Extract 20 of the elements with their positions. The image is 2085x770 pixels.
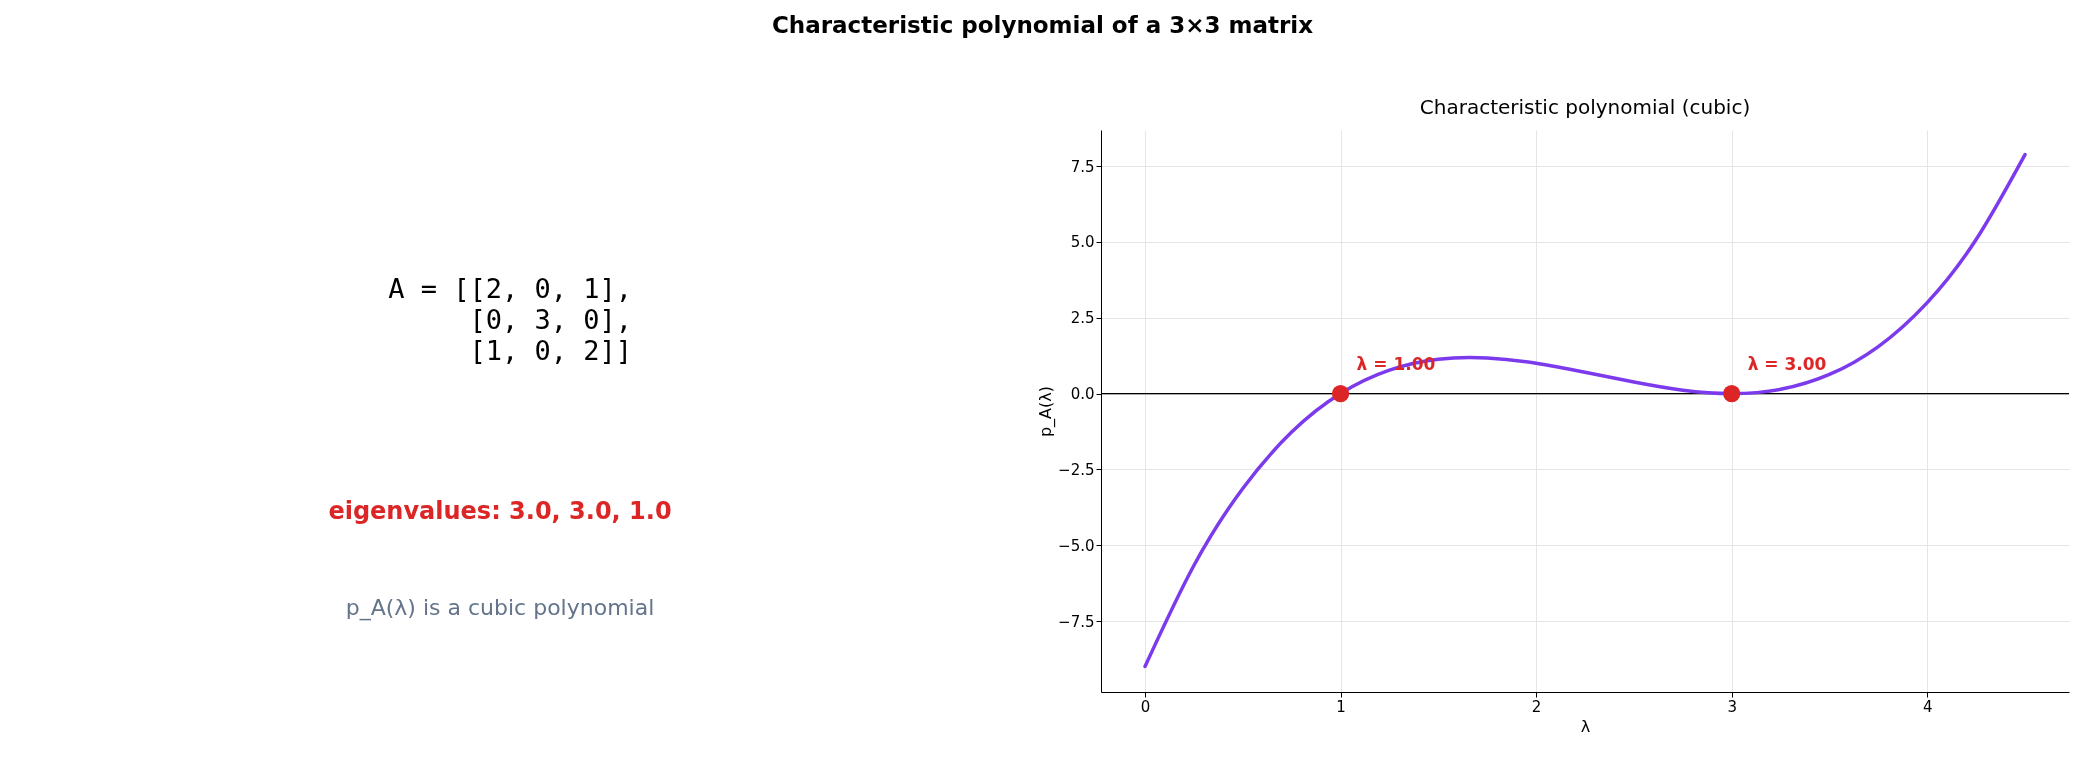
x-axis-title: λ bbox=[1580, 716, 1591, 736]
text: eigenvalues: 3.0, 3.0, 1.0 bbox=[328, 497, 672, 525]
x-tick-label: 2 bbox=[1531, 697, 1542, 716]
y-tick-label: −5.0 bbox=[1058, 536, 1095, 555]
x-tick-label: 0 bbox=[1140, 697, 1151, 716]
y-tick-label: 5.0 bbox=[1070, 233, 1095, 252]
text: A = [[2, 0, 1], [0, 3, 0], [1, 0, 2]] bbox=[388, 273, 632, 367]
text: Characteristic polynomial of a 3×3 matrix bbox=[770, 12, 1315, 38]
x-tick-label: 3 bbox=[1727, 697, 1737, 716]
y-tick-label: 0.0 bbox=[1070, 385, 1095, 404]
y-tick-label: −2.5 bbox=[1058, 460, 1095, 479]
text: p_A(λ) is a cubic polynomial bbox=[345, 595, 655, 621]
y-tick-label: 7.5 bbox=[1070, 157, 1095, 176]
y-tick-label: 2.5 bbox=[1070, 309, 1095, 328]
annotation: λ = 3.00 bbox=[1747, 353, 1827, 374]
x-tick-label: 4 bbox=[1922, 697, 1933, 716]
x-tick-label: 1 bbox=[1336, 697, 1346, 716]
y-axis-title: p_A(λ) bbox=[1036, 385, 1057, 438]
y-tick-label: −7.5 bbox=[1058, 612, 1095, 631]
chart-title: Characteristic polynomial (cubic) bbox=[1419, 95, 1751, 119]
